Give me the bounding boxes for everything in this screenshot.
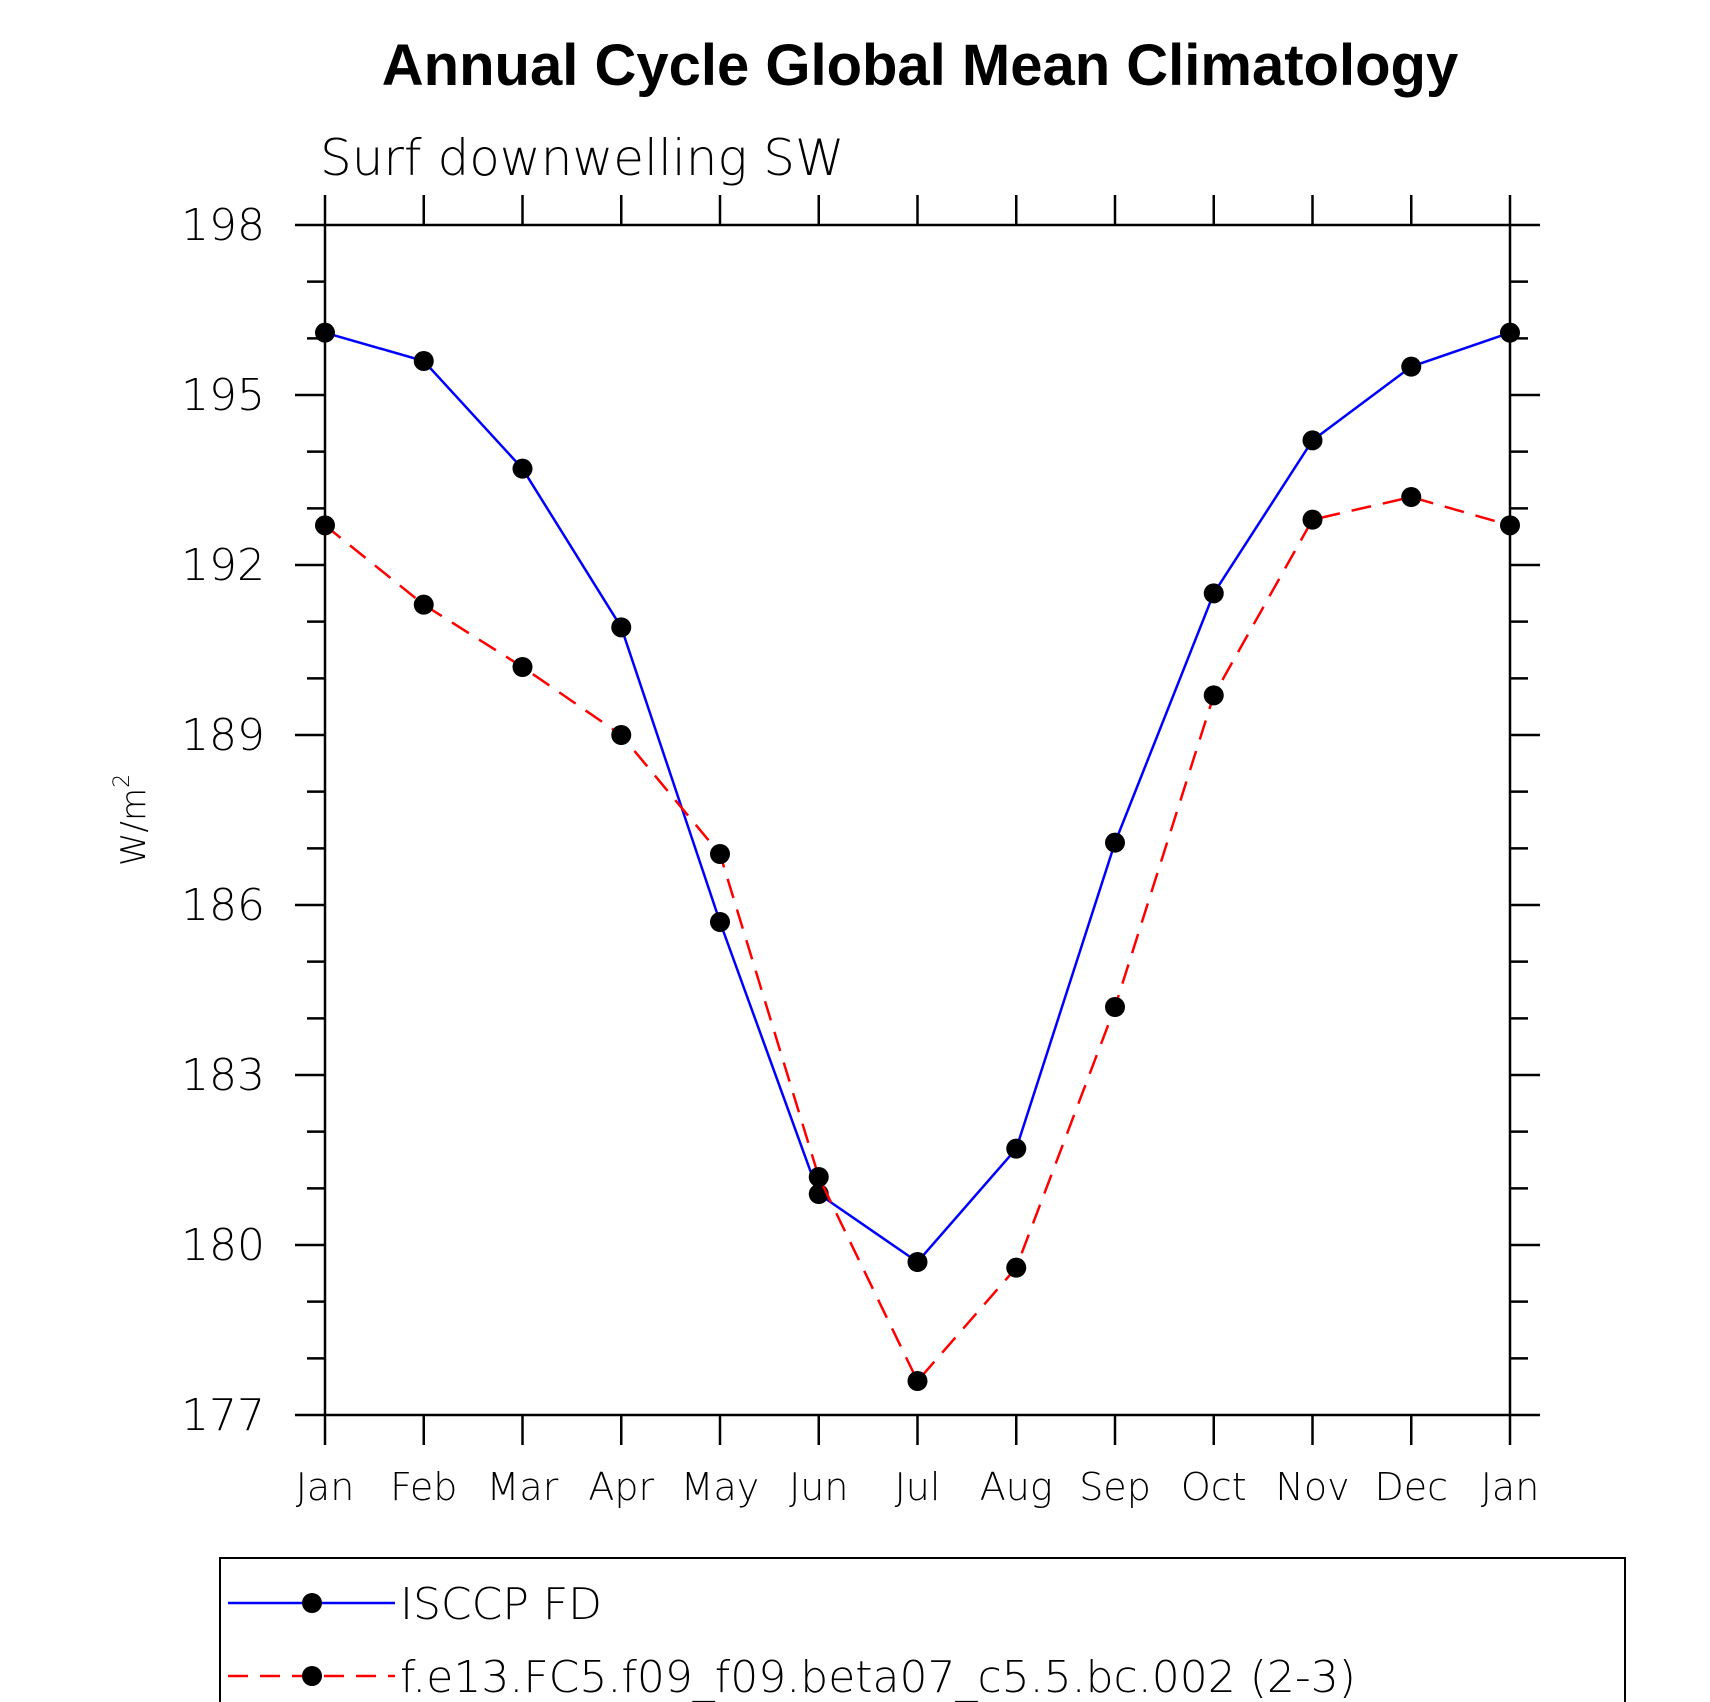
y-tick-label: 186 [181,880,265,931]
legend-box [219,1557,1626,1702]
series-2-point [1006,1257,1027,1278]
series-2-point [315,515,335,536]
series-line-2 [324,495,1511,1384]
x-tick-label: Feb [390,1465,457,1509]
series-2-point [1203,685,1224,706]
legend-marker-2 [302,1666,322,1686]
series-2-point [1500,515,1520,536]
x-tick-label: Jan [296,1465,355,1509]
series-1-point [1105,832,1125,853]
y-tick-label: 189 [181,710,265,761]
legend: ISCCP FD f.e13.FC5.f09_f09.beta07_c5.5.bc… [219,1557,1626,1702]
x-tick-label: Jan [1481,1465,1540,1509]
y-tick-label: 195 [181,370,265,421]
y-axis-label-superscript: 2 [110,774,135,788]
x-tick-label: Dec [1374,1465,1448,1509]
series-1-point [611,617,632,638]
series-line-1 [324,331,1511,1264]
y-tick-label: 198 [181,200,265,251]
x-tick-label: Sep [1079,1465,1151,1509]
y-tick-label: 180 [181,1220,265,1271]
plot-axes: 177 180 183 186 189 192 195 198 Jan Feb Mar Apr May J… [110,195,1540,1509]
y-axis-label-text: W/m [114,788,154,866]
series-1-point [1500,322,1520,343]
series-1-point [1401,356,1422,377]
x-tick-label: May [681,1465,760,1509]
x-tick-label: Nov [1275,1465,1349,1509]
x-tick-label: Apr [588,1465,654,1509]
series-2-point [1302,509,1323,530]
series-2-point [710,844,730,864]
series-2-point [1105,997,1125,1017]
series-1-point [1203,583,1224,604]
series-1-point [1006,1138,1027,1159]
x-tick-label: Mar [487,1465,559,1509]
plot-frame [323,223,1512,1417]
series-2-point [611,725,632,745]
x-tick-label: Oct [1181,1465,1247,1509]
y-tick-label: 183 [181,1050,265,1101]
x-tick-label: Jun [789,1465,848,1509]
legend-label-1: ISCCP FD [400,1579,602,1630]
series-2-point [413,594,434,615]
series-2-point [512,657,533,677]
series-1-point [710,912,730,932]
series-1-point [413,351,434,371]
chart-title: Annual Cycle Global Mean Climatology [382,33,1458,98]
series-2-point [1401,487,1422,507]
legend-label-2: f.e13.FC5.f09_f09.beta07_c5.5.bc.002 (2-… [400,1652,1356,1702]
series-1-point [315,322,335,343]
legend-marker-1 [302,1593,322,1613]
y-tick-label: 177 [181,1390,265,1441]
series-2-point [808,1167,829,1187]
x-tick-label: Aug [980,1465,1053,1509]
series-1-point [512,458,533,479]
series-layer [315,322,1520,1391]
series-1-point [907,1252,928,1272]
x-tick-label: Jul [895,1465,941,1509]
y-axis-label: W/m2 [110,774,154,866]
y-tick-label: 192 [181,540,265,591]
chart-subtitle: Surf downwelling SW [320,129,845,187]
series-1-point [1302,430,1323,451]
series-2-point [907,1371,928,1391]
